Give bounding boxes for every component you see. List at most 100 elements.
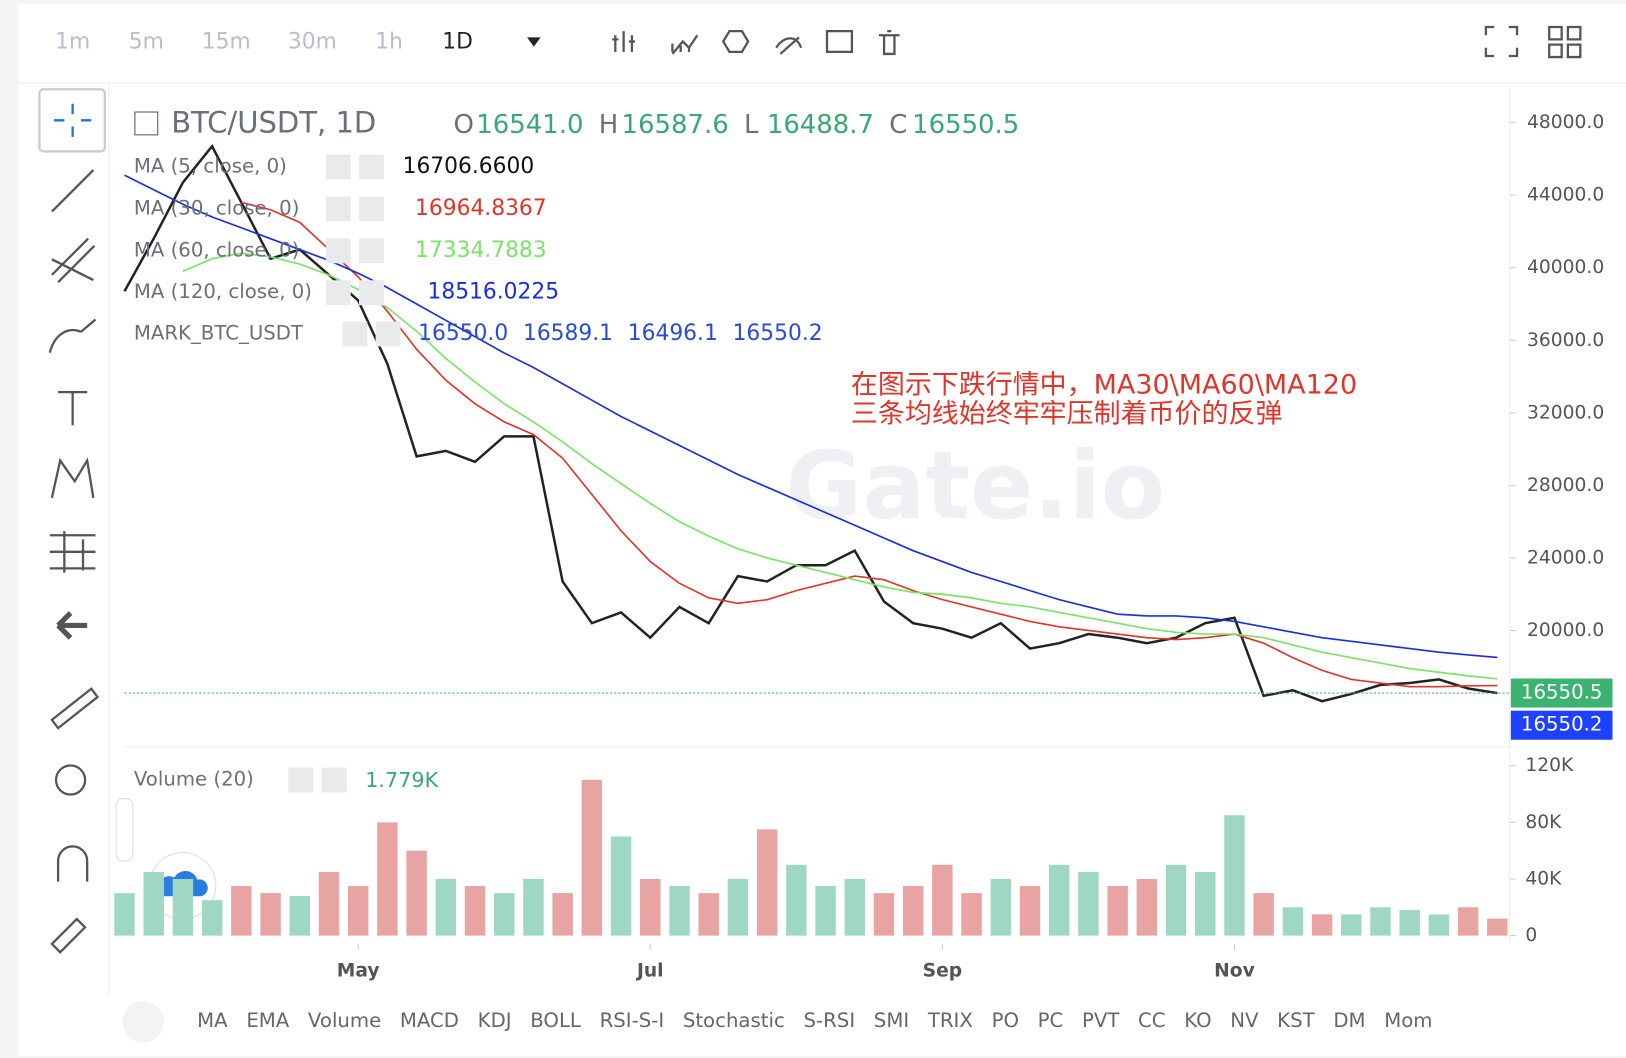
indicator-tab[interactable]: KST (1277, 1009, 1315, 1032)
indicator-tab[interactable]: PO (992, 1009, 1019, 1032)
settings-button[interactable] (325, 280, 351, 306)
tabs-scroll-left[interactable] (122, 1000, 164, 1043)
volume-bar (1195, 871, 1216, 936)
y-tick-label: 24000.0 (1527, 547, 1604, 568)
settings-icon[interactable] (721, 29, 750, 54)
remove-button[interactable] (359, 280, 384, 306)
remove-button[interactable] (359, 154, 384, 180)
volume-bar (990, 878, 1012, 936)
x-tick-label: Nov (1214, 960, 1255, 981)
indicator-icon[interactable] (671, 34, 699, 55)
indicator-tab[interactable]: Stochastic (683, 1009, 785, 1032)
indicator-tab[interactable]: S-RSI (804, 1009, 856, 1032)
settings-button[interactable] (325, 196, 351, 222)
indicator-tab[interactable]: SMI (874, 1009, 909, 1032)
indicator-tab[interactable]: NV (1230, 1009, 1259, 1032)
indicator-tab[interactable]: BOLL (530, 1009, 581, 1032)
interval-button[interactable]: 1D (442, 30, 473, 55)
collapse-tool[interactable] (56, 611, 88, 640)
candle-icon[interactable] (612, 31, 636, 52)
annotation: 三条均线始终牢牢压制着币价的反弹 (851, 398, 1283, 429)
indicator-tab[interactable]: KO (1184, 1009, 1211, 1032)
collapse-legend[interactable] (134, 111, 159, 136)
y-tick-label: 32000.0 (1527, 402, 1604, 423)
ohlc-key: C (889, 110, 907, 140)
indicator-tab[interactable]: CC (1138, 1009, 1166, 1032)
text-tool[interactable] (58, 390, 88, 426)
lock-tool[interactable] (50, 917, 87, 954)
pattern-tool[interactable] (50, 457, 95, 499)
hide-icon[interactable] (775, 36, 803, 55)
mark-value: 16496.1 (628, 321, 718, 346)
series-line (182, 252, 1498, 680)
indicator-tab[interactable]: Mom (1384, 1009, 1432, 1032)
indicator-tab[interactable]: Volume (308, 1009, 381, 1032)
y-tick-label: 40000.0 (1527, 257, 1604, 278)
settings-button[interactable] (325, 238, 351, 264)
volume-bar (347, 886, 369, 936)
remove-button[interactable] (359, 238, 384, 264)
indicator-tab[interactable]: KDJ (478, 1009, 512, 1032)
volume-bar (1282, 907, 1304, 936)
ohlc-value: 16488.7 (767, 110, 874, 140)
indicator-tab[interactable]: PC (1038, 1009, 1064, 1032)
fullscreen-icon[interactable] (1484, 25, 1519, 58)
interval-dropdown[interactable] (527, 37, 541, 47)
volume-bar (406, 850, 427, 936)
volume-title: Volume (20) (134, 768, 254, 791)
indicator-tab[interactable]: PVT (1082, 1009, 1120, 1032)
indicator-tab[interactable]: RSI-S-I (600, 1009, 665, 1032)
price-tag (1510, 678, 1613, 708)
indicator-tab[interactable]: EMA (246, 1009, 289, 1032)
interval-button[interactable]: 30m (288, 30, 337, 55)
volume-tick-label: 0 (1525, 925, 1537, 946)
remove-button[interactable] (359, 196, 384, 222)
layout-icon[interactable] (1548, 25, 1582, 59)
volume-tick-label: 40K (1525, 868, 1562, 889)
volume-bar (1224, 815, 1245, 936)
settings-button[interactable] (342, 321, 368, 347)
measure-tool[interactable] (49, 531, 96, 573)
price-tag (1510, 710, 1613, 740)
volume-bar (1487, 918, 1508, 936)
ruler-tool[interactable] (50, 687, 100, 730)
interval-button[interactable]: 5m (129, 30, 164, 55)
zoom-tool[interactable] (54, 764, 87, 796)
sidebar-toggle[interactable] (115, 798, 134, 862)
volume-bar (1253, 893, 1274, 936)
settings-button[interactable] (325, 154, 351, 180)
indicator-tab[interactable]: DM (1333, 1009, 1365, 1032)
volume-bar (669, 886, 690, 936)
crosshair-tool[interactable] (38, 88, 106, 153)
ohlc-value: 16541.0 (476, 110, 583, 140)
magnet-tool[interactable] (56, 845, 89, 882)
mark-value: 16550.2 (733, 321, 823, 346)
delete-icon[interactable] (878, 29, 900, 56)
indicator-name: MA (5, close, 0) (134, 155, 287, 178)
remove-button[interactable] (375, 321, 401, 347)
brush-tool[interactable] (48, 318, 97, 353)
remove-button[interactable] (321, 767, 347, 793)
x-tick-label: May (337, 960, 380, 981)
settings-button[interactable] (288, 767, 314, 793)
indicator-tab[interactable]: MA (197, 1009, 228, 1032)
interval-button[interactable]: 1m (55, 30, 90, 55)
interval-button[interactable]: 1h (375, 30, 403, 55)
indicator-tab[interactable]: MACD (400, 1009, 459, 1032)
volume-tick-label: 80K (1525, 812, 1562, 833)
volume-bar (494, 893, 515, 936)
y-tick-label: 44000.0 (1527, 185, 1604, 206)
volume-value: 1.779K (365, 768, 439, 792)
volume-bar (231, 886, 252, 936)
snapshot-icon[interactable] (825, 29, 854, 54)
volume-bar (523, 878, 544, 936)
indicator-tab[interactable]: TRIX (927, 1009, 973, 1032)
interval-button[interactable]: 15m (202, 30, 251, 55)
volume-bar (961, 893, 982, 936)
volume-bar (873, 893, 895, 936)
fib-tool[interactable] (51, 237, 96, 283)
volume-bar (464, 886, 486, 936)
line-tool[interactable] (51, 169, 95, 213)
y-tick-label: 20000.0 (1527, 620, 1604, 641)
